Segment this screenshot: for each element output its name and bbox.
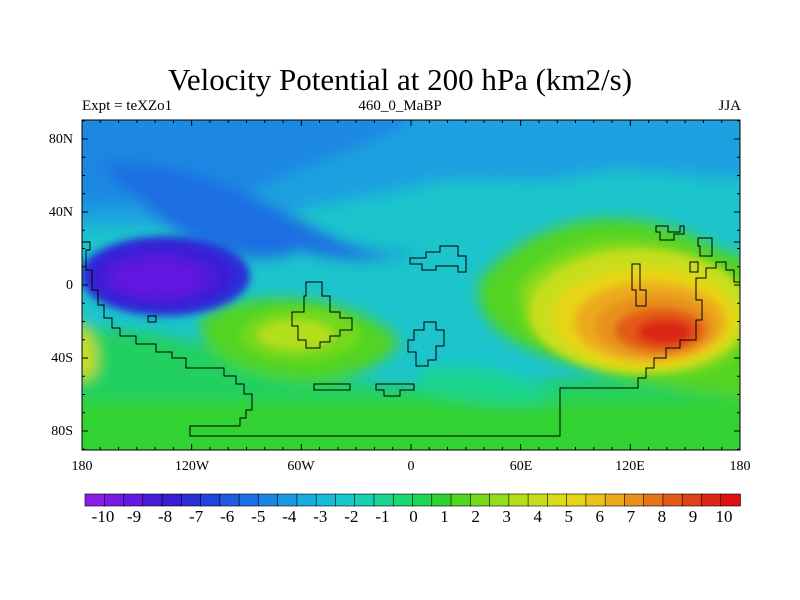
colorbar-swatch <box>296 493 317 507</box>
lat-label-80n: 80N <box>48 132 73 147</box>
colorbar-swatch <box>123 493 144 507</box>
colorbar-swatch <box>277 493 298 507</box>
colorbar-swatch <box>604 493 626 507</box>
colorbar-swatch <box>662 493 684 507</box>
axis-ticks <box>81 120 741 450</box>
colorbar-label: 9 <box>688 507 698 526</box>
colorbar-swatch <box>624 493 645 507</box>
map-title: Velocity Potential at 200 hPa (km2/s) <box>167 62 633 97</box>
colorbar-swatch <box>681 493 703 507</box>
colorbar-swatch <box>142 493 163 507</box>
lat-label-80s: 80S <box>51 424 73 439</box>
colorbar-label: 1 <box>440 507 449 526</box>
colorbar-label: 5 <box>564 507 574 526</box>
lon-label-60w: 60W <box>287 459 315 474</box>
lon-label-180e: 180 <box>729 459 751 474</box>
lat-label-eq: 0 <box>66 278 73 293</box>
colorbar-swatch <box>181 493 202 507</box>
colorbar-swatch <box>200 493 221 507</box>
colorbar-swatch <box>450 493 472 507</box>
colorbar-swatch <box>566 493 587 507</box>
colorbar-swatch <box>84 493 106 507</box>
coastlines <box>82 225 740 437</box>
colorbar-label: 10 <box>715 507 733 526</box>
colorbar-label: -10 <box>91 507 115 526</box>
lat-label-40s: 40S <box>51 351 73 366</box>
colorbar-swatch <box>315 493 337 507</box>
colorbar-label: 6 <box>595 507 605 526</box>
colorbar-label: -9 <box>126 507 142 526</box>
colorbar-swatch <box>431 493 452 507</box>
colorbar <box>84 493 741 507</box>
experiment-label: Expt = teXZo1 <box>82 98 173 114</box>
colorbar-swatch <box>103 493 125 507</box>
colorbar-swatch <box>527 493 549 507</box>
colorbar-label: -7 <box>189 507 204 526</box>
lon-label-0: 0 <box>407 459 415 474</box>
colorbar-swatch <box>161 493 183 507</box>
colorbar-label: -6 <box>220 507 235 526</box>
colorbar-label: -1 <box>375 507 390 526</box>
colorbar-label: 3 <box>502 507 511 526</box>
lon-label-120e: 120E <box>615 459 645 474</box>
colorbar-swatch <box>373 493 395 507</box>
colorbar-swatch <box>643 493 664 507</box>
colorbar-swatch <box>335 493 356 507</box>
velocity-potential-field <box>82 120 740 450</box>
colorbar-swatch <box>354 493 375 507</box>
colorbar-swatch <box>392 493 414 507</box>
colorbar-swatch <box>469 493 491 507</box>
colorbar-label: -4 <box>282 507 297 526</box>
colorbar-label: 2 <box>471 507 480 526</box>
lon-label-120w: 120W <box>174 459 210 474</box>
colorbar-swatch <box>585 493 606 507</box>
colorbar-label: -5 <box>251 507 266 526</box>
colorbar-label: -3 <box>313 507 328 526</box>
colorbar-label: 4 <box>533 507 542 526</box>
colorbar-swatch <box>238 493 260 507</box>
colorbar-label: 8 <box>657 507 667 526</box>
lon-label-60e: 60E <box>509 459 533 474</box>
period-label: 460_0_MaBP <box>358 98 442 114</box>
lat-label-40n: 40N <box>48 205 73 220</box>
season-label: JJA <box>718 98 741 114</box>
colorbar-swatch <box>701 493 722 507</box>
colorbar-swatch <box>508 493 529 507</box>
colorbar-label: 7 <box>626 507 636 526</box>
colorbar-label: -2 <box>344 507 359 526</box>
colorbar-swatch <box>412 493 433 507</box>
colorbar-swatch <box>258 493 279 507</box>
colorbar-swatch <box>219 493 240 507</box>
lon-label-180w: 180 <box>71 459 93 474</box>
colorbar-label: -8 <box>158 507 173 526</box>
colorbar-swatch <box>547 493 568 507</box>
colorbar-swatch <box>720 493 741 507</box>
colorbar-label: 0 <box>409 507 418 526</box>
colorbar-swatch <box>489 493 510 507</box>
